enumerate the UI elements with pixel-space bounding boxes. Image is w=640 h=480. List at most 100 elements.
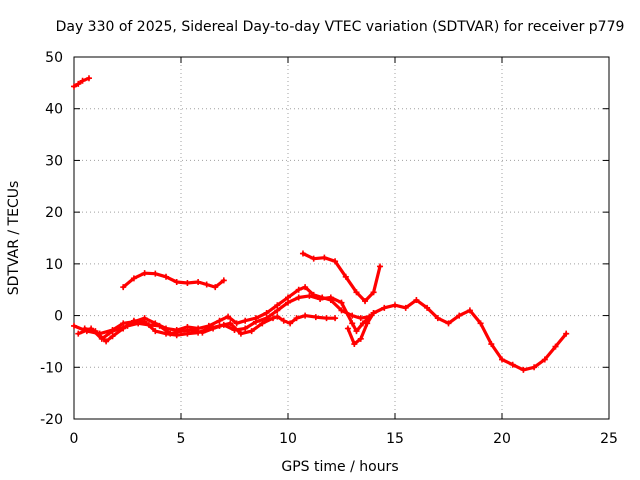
- data-point: [310, 255, 317, 262]
- x-tick-label: 20: [493, 431, 511, 447]
- grid-lines: [74, 57, 609, 419]
- y-tick-label: 50: [45, 50, 63, 66]
- data-point: [71, 322, 77, 329]
- data-point: [274, 307, 281, 314]
- data-point: [163, 330, 170, 337]
- data-point: [195, 278, 202, 285]
- data-point: [362, 298, 369, 305]
- data-point: [270, 315, 277, 322]
- data-point: [152, 270, 159, 277]
- x-tick-label: 25: [600, 431, 618, 447]
- data-point: [242, 325, 249, 332]
- data-point: [434, 315, 441, 322]
- x-tick-label: 0: [70, 431, 79, 447]
- data-point: [353, 289, 360, 296]
- data-point: [71, 83, 77, 90]
- x-tick-label: 10: [279, 431, 297, 447]
- data-point: [216, 317, 223, 324]
- data-point: [531, 364, 538, 371]
- data-point: [184, 330, 191, 337]
- x-tick-labels: 0 5 10 15 20 25: [70, 431, 618, 447]
- y-tick-label: 0: [54, 309, 63, 325]
- data-point: [424, 304, 431, 311]
- data-point: [357, 315, 364, 322]
- data-point: [242, 317, 249, 324]
- data-point: [357, 335, 364, 342]
- y-tick-labels: -20 -10 0 10 20 30 40 50: [40, 50, 63, 428]
- x-tick-label: 5: [177, 431, 186, 447]
- data-point: [216, 322, 223, 329]
- data-point: [293, 315, 300, 322]
- data-point: [120, 325, 127, 332]
- data-point: [321, 254, 328, 261]
- y-tick-label: 10: [45, 257, 63, 273]
- plot-frame: [73, 56, 610, 420]
- data-point: [130, 317, 137, 324]
- data-point: [381, 304, 388, 311]
- data-point: [120, 284, 127, 291]
- data-point: [377, 263, 384, 270]
- data-point: [130, 275, 137, 282]
- data-point: [195, 329, 202, 336]
- data-point: [274, 313, 281, 320]
- data-point: [302, 312, 309, 319]
- data-point: [563, 330, 570, 337]
- data-point: [173, 332, 180, 339]
- data-point: [342, 273, 349, 280]
- data-point: [520, 366, 527, 373]
- data-point: [259, 320, 266, 327]
- data-point: [317, 296, 324, 303]
- data-point: [227, 320, 234, 327]
- data-point: [225, 313, 232, 320]
- data-point: [488, 341, 495, 348]
- data-point: [233, 320, 240, 327]
- y-tick-label: -10: [40, 360, 63, 376]
- data-point: [552, 343, 559, 350]
- data-point: [370, 309, 377, 316]
- data-point: [263, 309, 270, 316]
- data-point: [285, 299, 291, 306]
- data-point: [477, 320, 484, 327]
- x-axis-label: GPS time / hours: [281, 459, 398, 475]
- data-point: [252, 318, 259, 325]
- data-point: [327, 294, 334, 301]
- data-point: [332, 315, 339, 322]
- data-point: [109, 328, 116, 335]
- data-point: [141, 270, 148, 277]
- data-point: [349, 312, 356, 319]
- y-tick-label: 40: [45, 102, 63, 118]
- data-point: [237, 330, 244, 337]
- data-point: [306, 292, 313, 299]
- data-point: [212, 284, 219, 291]
- data-point: [312, 314, 319, 321]
- y-tick-label: 20: [45, 205, 63, 221]
- data-point: [163, 273, 170, 280]
- data-point: [295, 294, 302, 301]
- data-point: [120, 320, 127, 327]
- data-point: [152, 328, 159, 335]
- data-point: [173, 278, 180, 285]
- data-point: [92, 328, 99, 335]
- data-point: [274, 302, 281, 309]
- data-point: [364, 320, 371, 327]
- data-point: [466, 307, 473, 314]
- data-point: [109, 333, 116, 340]
- data-point: [344, 325, 351, 332]
- data-point: [203, 281, 210, 288]
- data-point: [402, 304, 409, 311]
- data-point: [79, 77, 86, 84]
- series-trace-7: [346, 298, 568, 372]
- data-point: [287, 320, 294, 327]
- data-point: [285, 294, 291, 301]
- x-tick-label: 15: [386, 431, 404, 447]
- y-tick-label: -20: [40, 412, 63, 428]
- data-point: [295, 286, 302, 293]
- data-point: [353, 328, 360, 335]
- data-point: [299, 250, 306, 257]
- data-point: [349, 320, 356, 327]
- data-point: [75, 330, 82, 337]
- data-point: [220, 277, 227, 284]
- data-point: [184, 279, 191, 286]
- data-point: [499, 356, 505, 363]
- data-point: [509, 361, 516, 368]
